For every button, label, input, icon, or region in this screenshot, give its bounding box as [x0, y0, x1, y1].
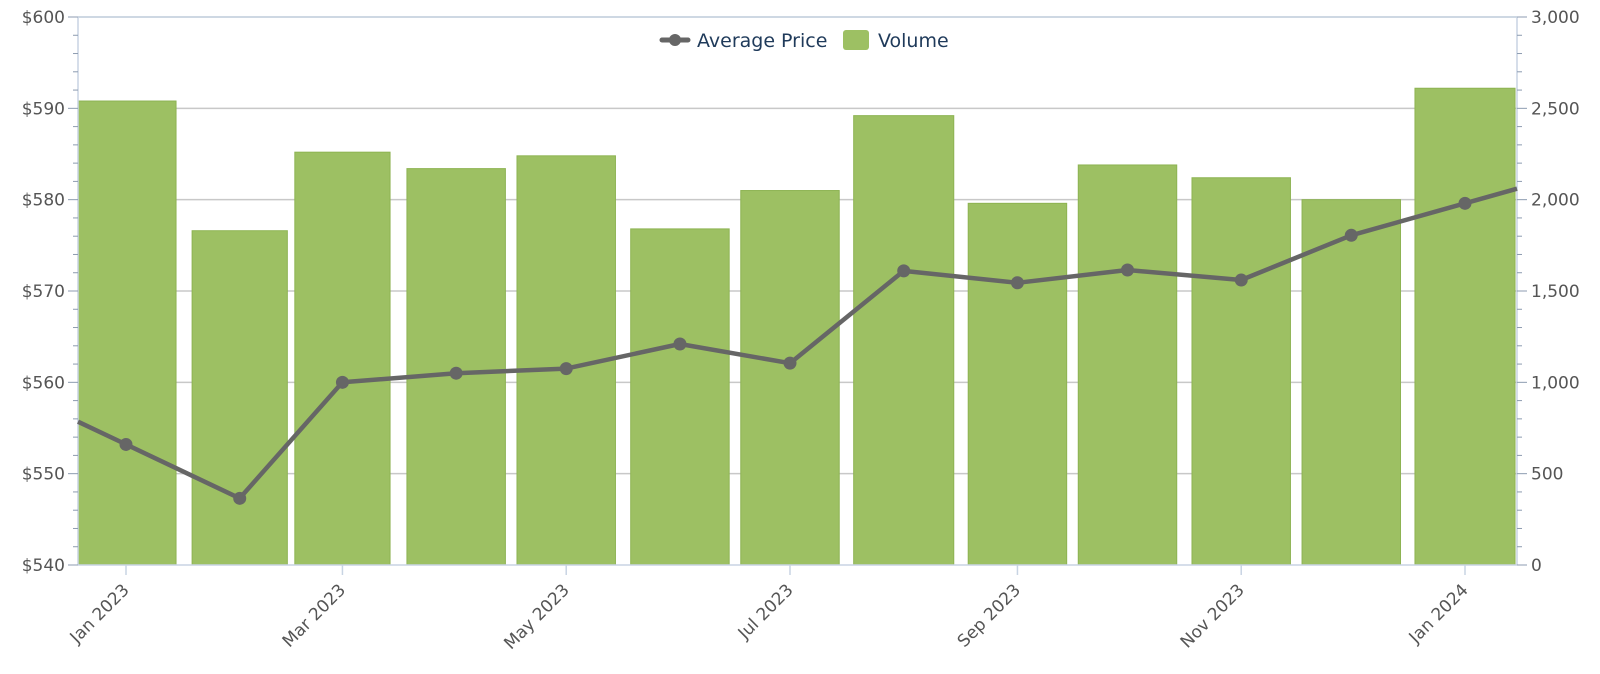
volume-bar[interactable] [1077, 164, 1178, 566]
left-axis-tick-label: $550 [22, 465, 65, 485]
volume-bar[interactable] [967, 202, 1068, 566]
volume-bar[interactable] [191, 230, 288, 566]
average-price-point[interactable] [119, 437, 133, 451]
x-axis-tick-label: Jan 2024 [1405, 580, 1473, 648]
right-axis-tick-label: 500 [1531, 465, 1563, 485]
x-axis-tick-label: Sep 2023 [954, 580, 1025, 651]
left-axis-tick-label: $570 [22, 282, 65, 302]
volume-bar[interactable] [853, 115, 955, 566]
average-price-point[interactable] [783, 356, 797, 370]
x-axis-tick-label: Jan 2023 [66, 580, 134, 648]
right-axis-tick-label: 1,000 [1531, 373, 1580, 393]
right-axis-tick-label: 2,500 [1531, 99, 1580, 119]
average-price-point[interactable] [1344, 228, 1358, 242]
volume-bar[interactable] [294, 151, 391, 566]
volume-bar[interactable] [1301, 199, 1402, 566]
average-price-point[interactable] [1010, 276, 1024, 290]
average-price-point[interactable] [897, 264, 911, 278]
left-axis-tick-label: $590 [22, 99, 65, 119]
right-axis-tick-label: 1,500 [1531, 282, 1580, 302]
left-axis-tick-label: $540 [22, 556, 65, 576]
average-price-point[interactable] [559, 362, 573, 376]
legend-label-average-price: Average Price [697, 30, 827, 52]
volume-bar[interactable] [740, 190, 840, 566]
x-axis-tick-label: Mar 2023 [279, 580, 350, 651]
legend-label-volume: Volume [878, 30, 949, 52]
x-axis-tick-label: Jul 2023 [734, 580, 798, 644]
legend-item-average-price[interactable]: Average Price [659, 30, 827, 52]
right-axis-tick-label: 0 [1531, 556, 1542, 576]
x-axis-tick-label: May 2023 [500, 580, 573, 653]
left-axis-tick-label: $600 [22, 8, 65, 28]
average-price-line [77, 186, 1518, 505]
left-axis-tick-label: $580 [22, 191, 65, 211]
volume-bars [77, 87, 1516, 566]
right-axis-tick-label: 3,000 [1531, 8, 1580, 28]
average-price-point[interactable] [449, 366, 463, 380]
legend-bar-swatch [843, 30, 869, 50]
right-axis-tick-label: 2,000 [1531, 191, 1580, 211]
average-price-point[interactable] [1458, 196, 1472, 210]
legend-marker-swatch [669, 34, 681, 46]
average-price-point[interactable] [335, 375, 349, 389]
left-axis-tick-label: $560 [22, 373, 65, 393]
legend: Average Price Volume [659, 30, 949, 52]
average-price-point[interactable] [673, 337, 687, 351]
volume-bar[interactable] [1414, 87, 1516, 566]
volume-bar[interactable] [1191, 177, 1291, 566]
volume-bar[interactable] [77, 100, 177, 566]
legend-item-volume[interactable]: Volume [843, 30, 949, 52]
x-axis-tick-label: Nov 2023 [1177, 580, 1249, 652]
volume-bar[interactable] [630, 228, 730, 566]
average-price-point[interactable] [233, 491, 247, 505]
average-price-point[interactable] [1120, 263, 1134, 277]
average-price-point[interactable] [1234, 273, 1248, 287]
